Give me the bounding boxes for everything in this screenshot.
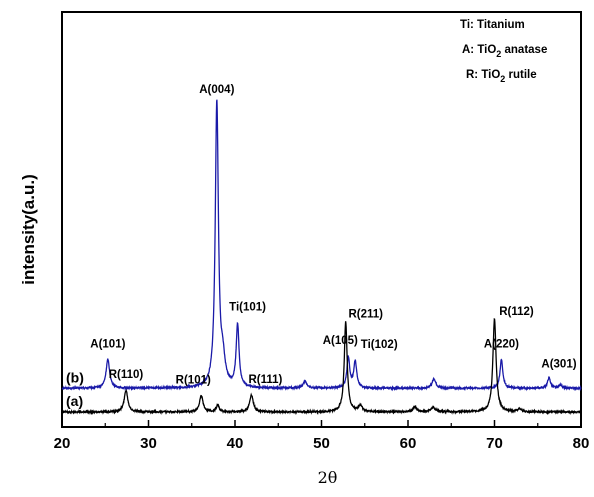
x-tick-label: 20: [54, 435, 71, 452]
legend-entry: A: TiO2 anatase: [462, 44, 547, 59]
series-line-a: [61, 318, 582, 416]
peak-label: A(220): [484, 339, 519, 351]
peak-label: A(301): [541, 359, 576, 371]
peak-label: R(112): [499, 306, 534, 318]
curve-label-a: (a): [66, 393, 83, 409]
peak-label: R(110): [109, 369, 144, 381]
x-tick-label: 60: [400, 435, 417, 452]
curve-label-b: (b): [66, 369, 84, 385]
x-tick-label: 80: [573, 435, 590, 452]
x-tick-label: 30: [140, 435, 157, 452]
x-tick-label: 70: [486, 435, 503, 452]
peak-label: A(004): [199, 84, 234, 96]
x-axis-label: 2θ: [318, 468, 338, 487]
legend-entry: Ti: Titanium: [460, 19, 525, 31]
peak-label: R(111): [248, 374, 282, 386]
peak-label: A(105): [323, 335, 358, 347]
peak-label: R(211): [348, 309, 383, 321]
peak-label: A(101): [90, 339, 125, 351]
series-line-b: [61, 99, 582, 392]
legend-entry: R: TiO2 rutile: [466, 69, 537, 84]
peak-label: Ti(102): [361, 339, 398, 351]
peak-label: Ti(101): [229, 301, 266, 313]
y-axis-label: intensity(a.u.): [19, 174, 38, 285]
peak-label: R(101): [176, 375, 211, 387]
x-tick-label: 40: [227, 435, 244, 452]
x-tick-label: 50: [313, 435, 330, 452]
